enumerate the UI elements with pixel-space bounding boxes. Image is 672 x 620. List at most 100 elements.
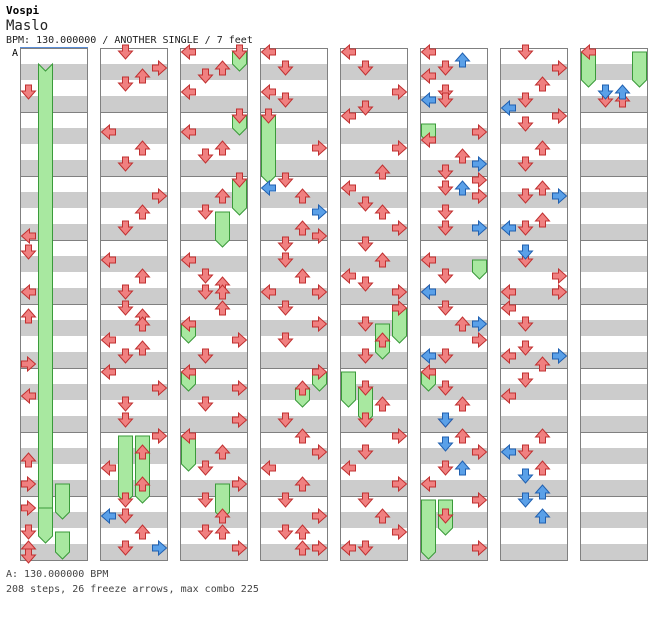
bpm-marker: A [12,48,19,59]
beat-stripe [260,496,328,512]
beat-stripe [580,224,648,240]
step-down-arrow [517,316,534,332]
beat-stripe [100,176,168,192]
step-down-arrow [117,44,134,60]
step-down-arrow [357,100,374,116]
beat-stripe [340,448,408,464]
step-right-arrow [472,331,488,349]
step-left-arrow [340,539,356,557]
step-down-arrow [20,84,37,100]
step-down-arrow [117,508,134,524]
beat-stripe [420,128,488,144]
beat-stripe [260,64,328,80]
step-left-arrow [180,123,196,141]
step-right-arrow [21,499,37,517]
beat-stripe [100,48,168,64]
beat-stripe [20,368,88,384]
measure-box [420,496,488,561]
freeze-arrow [55,483,70,520]
offbeat-step-left-arrow [500,443,516,461]
step-down-arrow [260,108,277,124]
step-up-arrow [214,508,231,524]
step-right-arrow [312,283,328,301]
step-down-arrow [357,492,374,508]
step-down-arrow [357,60,374,76]
beat-stripe [260,384,328,400]
offbeat-step-down-arrow [437,436,454,452]
beat-stripe [100,80,168,96]
beat-stripe [500,272,568,288]
beat-stripe [500,400,568,416]
beat-stripe [500,528,568,544]
step-down-arrow [197,348,214,364]
beat-stripe [20,384,88,400]
beat-stripe [580,272,648,288]
beat-stripe [100,96,168,112]
step-up-arrow [294,188,311,204]
beat-stripe [260,144,328,160]
step-down-arrow [357,196,374,212]
beat-stripe [500,64,568,80]
step-right-arrow [312,363,328,381]
beat-stripe [580,240,648,256]
step-right-arrow [552,283,568,301]
beat-stripe [580,352,648,368]
step-right-arrow [552,267,568,285]
beat-stripe [100,112,168,128]
song-title: Maslo [6,18,49,34]
step-down-arrow [437,220,454,236]
beat-stripe [580,368,648,384]
measure-box [20,496,88,561]
freeze-arrow [55,531,70,560]
beat-stripe [420,448,488,464]
beat-stripe [180,64,248,80]
step-down-arrow [437,300,454,316]
step-up-arrow [214,524,231,540]
beat-stripe [20,256,88,272]
beat-stripe [420,48,488,64]
step-up-arrow [134,316,151,332]
beat-stripe [180,96,248,112]
step-down-arrow [517,340,534,356]
step-down-arrow [277,300,294,316]
step-left-arrow [100,251,116,269]
beat-stripe [20,272,88,288]
beat-stripe [20,304,88,320]
step-left-arrow [260,43,276,61]
beat-stripe [500,144,568,160]
beat-stripe [180,480,248,496]
beat-stripe [500,464,568,480]
beat-stripe [340,416,408,432]
step-right-arrow [312,315,328,333]
beat-stripe [500,208,568,224]
step-down-arrow [231,108,248,124]
beat-stripe [100,336,168,352]
offbeat-step-left-arrow [420,91,436,109]
beat-stripe [180,272,248,288]
offbeat-step-down-arrow [437,412,454,428]
offbeat-step-up-arrow [534,508,551,524]
beat-stripe [580,288,648,304]
freeze-arrow [472,259,487,280]
beat-stripe [340,304,408,320]
offbeat-step-left-arrow [100,507,116,525]
beat-stripe [500,192,568,208]
step-down-arrow [197,284,214,300]
beat-stripe [260,256,328,272]
step-up-arrow [214,60,231,76]
offbeat-step-up-arrow [454,52,471,68]
beat-stripe [260,352,328,368]
beat-stripe [340,128,408,144]
beat-stripe [180,336,248,352]
beat-stripe [100,528,168,544]
beat-stripe [340,496,408,512]
step-down-arrow [197,268,214,284]
beat-stripe [420,144,488,160]
step-left-arrow [180,43,196,61]
beat-stripe [580,64,648,80]
step-right-arrow [232,475,248,493]
beat-stripe [100,384,168,400]
freeze-arrow [421,499,436,560]
beat-stripe [20,480,88,496]
measure-column-1 [20,48,88,564]
